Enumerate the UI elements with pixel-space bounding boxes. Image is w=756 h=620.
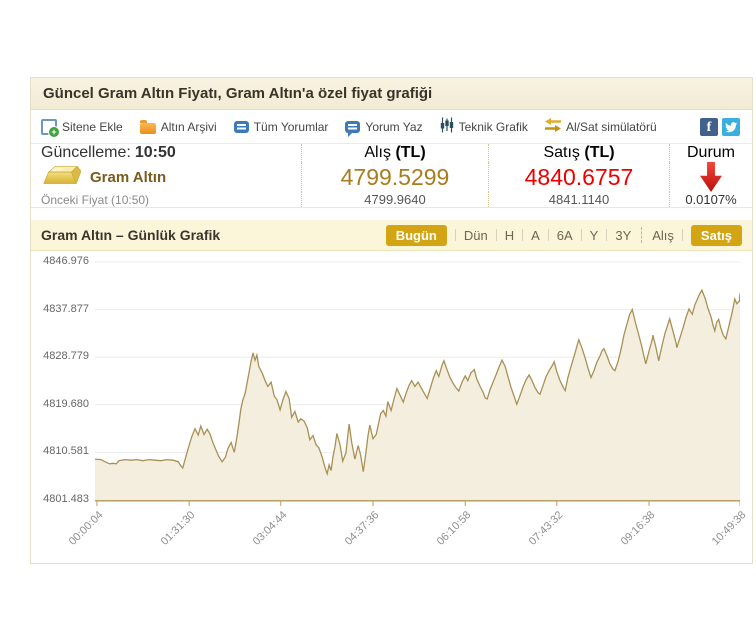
range-button-3years[interactable]: 3Y xyxy=(615,227,632,243)
buy-column-header: Alış (TL) xyxy=(301,144,488,162)
toolbar-item-all-comments[interactable]: Tüm Yorumlar xyxy=(233,119,329,134)
chart-header: Gram Altın – Günlük Grafik Bugün Dün H A… xyxy=(31,220,752,251)
range-button-yesterday[interactable]: Dün xyxy=(463,227,488,243)
range-button-week[interactable]: H xyxy=(504,227,515,243)
y-axis-tick-label: 4801.483 xyxy=(43,493,89,505)
change-percentage: 0.0107% xyxy=(669,192,752,207)
y-axis-tick-label: 4819.680 xyxy=(43,397,89,410)
price-line xyxy=(95,288,740,477)
update-time-cell: Güncelleme: 10:50 xyxy=(31,144,301,162)
down-arrow-icon xyxy=(700,162,722,192)
y-axis-tick-label: 4828.779 xyxy=(43,350,89,363)
toolbar-item-gold-archive[interactable]: Altın Arşivi xyxy=(139,119,217,134)
series-button-sell[interactable]: Satış xyxy=(690,224,742,246)
x-axis-tick-label: 09:16:38 xyxy=(618,509,658,548)
x-axis-tick-label: 04:37:36 xyxy=(342,509,382,548)
gold-price-widget: Güncel Gram Altın Fiyatı, Gram Altın'a ö… xyxy=(30,77,753,564)
x-axis-tick-label: 01:31:30 xyxy=(158,509,198,548)
toolbar-item-label: Altın Arşivi xyxy=(160,119,217,134)
sell-column-header: Satış (TL) xyxy=(488,144,669,162)
toolbar-item-add-to-site[interactable]: Sitene Ekle xyxy=(41,118,123,138)
toolbar-item-label: Al/Sat simülatörü xyxy=(565,119,657,134)
separator xyxy=(522,229,524,241)
toolbar-item-label: Tüm Yorumlar xyxy=(253,119,329,134)
previous-buy-price: 4799.9640 xyxy=(301,192,488,207)
toolbar-item-label: Teknik Grafik xyxy=(458,119,528,134)
chart-range-buttons: Bugün Dün H A 6A Y 3Y Alış Satış xyxy=(385,224,742,246)
facebook-icon[interactable]: f xyxy=(700,117,718,136)
y-axis-tick-label: 4846.976 xyxy=(43,255,89,267)
dashed-separator xyxy=(641,227,643,243)
range-button-month[interactable]: A xyxy=(531,227,540,243)
separator xyxy=(547,229,549,241)
social-links: f xyxy=(700,117,740,136)
candlestick-icon xyxy=(440,117,454,136)
buy-label: Alış xyxy=(364,144,391,161)
update-label: Güncelleme: xyxy=(41,144,131,161)
series-button-buy[interactable]: Alış xyxy=(652,227,674,243)
price-area-chart xyxy=(95,261,740,506)
x-axis-tick-label: 10:49:38 xyxy=(709,509,749,548)
separator xyxy=(681,229,683,241)
y-axis-tick-label: 4810.581 xyxy=(43,445,89,458)
update-time: 10:50 xyxy=(134,144,176,161)
toolbar-item-label: Yorum Yaz xyxy=(365,119,423,134)
section-gap xyxy=(31,208,752,220)
gold-bar-icon xyxy=(39,163,82,191)
chart-title: Gram Altın – Günlük Grafik xyxy=(41,227,221,243)
asset-name: Gram Altın xyxy=(90,168,167,186)
separator xyxy=(606,229,608,241)
buy-price: 4799.5299 xyxy=(301,162,488,192)
previous-sell-price: 4841.1140 xyxy=(488,192,669,207)
buy-sell-swap-icon xyxy=(544,118,561,135)
chart-card: Gram Altın – Günlük Grafik Bugün Dün H A… xyxy=(31,220,752,563)
toolbar-item-technical-chart[interactable]: Teknik Grafik xyxy=(440,117,528,136)
buy-unit: (TL) xyxy=(395,144,426,161)
range-button-6months[interactable]: 6A xyxy=(556,227,573,243)
archive-folder-icon xyxy=(139,119,156,134)
x-axis-tick-label: 03:04:44 xyxy=(250,509,290,548)
toolbar-item-buy-sell-simulator[interactable]: Al/Sat simülatörü xyxy=(544,118,657,135)
sell-unit: (TL) xyxy=(584,144,615,161)
separator xyxy=(495,229,497,241)
sell-price: 4840.6757 xyxy=(488,162,669,192)
chart-body: 4846.976 4837.877 4828.779 4819.680 4810.581… xyxy=(31,251,752,563)
twitter-icon[interactable] xyxy=(722,117,740,136)
toolbar: Sitene Ekle Altın Arşivi Tüm Yorumlar Yo… xyxy=(31,110,752,144)
asset-cell: Gram Altın xyxy=(31,162,301,192)
y-axis-tick-label: 4837.877 xyxy=(43,302,89,315)
toolbar-item-write-comment[interactable]: Yorum Yaz xyxy=(345,119,423,137)
price-table: Güncelleme: 10:50 Alış (TL) Satış (TL) D… xyxy=(31,144,752,208)
range-button-today[interactable]: Bugün xyxy=(385,224,447,246)
separator xyxy=(454,229,456,241)
add-to-site-icon xyxy=(41,118,60,138)
page-title: Güncel Gram Altın Fiyatı, Gram Altın'a ö… xyxy=(31,78,752,110)
separator xyxy=(580,229,582,241)
toolbar-item-label: Sitene Ekle xyxy=(62,119,123,134)
price-area-fill xyxy=(95,290,740,500)
sell-label: Satış xyxy=(543,144,580,161)
write-comment-icon xyxy=(345,120,361,137)
x-axis-tick-label: 00:00:04 xyxy=(66,509,106,548)
previous-price-label: Önceki Fiyat (10:50) xyxy=(41,192,150,207)
status-cell xyxy=(669,162,752,192)
x-axis-tick-label: 07:43:32 xyxy=(526,509,566,548)
status-column-header: Durum xyxy=(669,144,752,162)
range-button-year[interactable]: Y xyxy=(589,227,599,243)
comments-icon xyxy=(233,120,249,133)
x-axis-tick-label: 06:10:58 xyxy=(434,509,474,548)
